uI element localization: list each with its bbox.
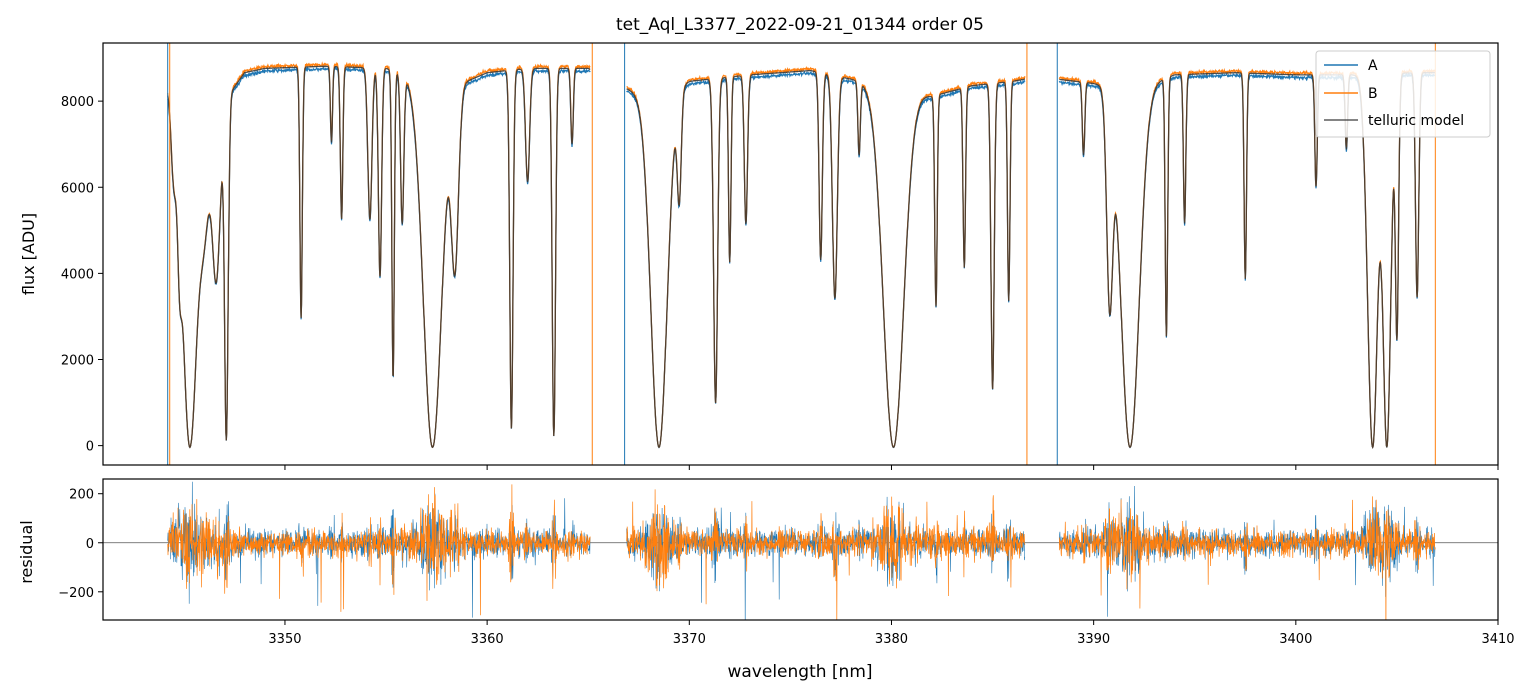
residual-y-label: residual — [17, 520, 36, 583]
residual-b-line — [167, 484, 1436, 620]
residual-x-tick-label: 3400 — [1279, 632, 1312, 647]
residual-x-tick-label: 3380 — [875, 632, 908, 647]
residual-x-tick-label: 3410 — [1481, 632, 1514, 647]
residual-y-tick-label: 0 — [86, 537, 94, 552]
residual-x-tick-label: 3390 — [1077, 632, 1110, 647]
legend-label-a: A — [1368, 58, 1378, 74]
residual-x-ticks: 3350 3360 3370 3380 3390 3400 3410 — [268, 620, 1515, 647]
chart-title: tet_Aql_L3377_2022-09-21_01344 order 05 — [616, 15, 984, 35]
legend-label-b: B — [1368, 86, 1378, 102]
main-x-ticks — [284, 465, 1499, 470]
main-y-ticks: 0 2000 4000 6000 8000 — [61, 95, 103, 455]
residual-x-tick-label: 3370 — [673, 632, 706, 647]
x-axis-label: wavelength [nm] — [727, 662, 872, 682]
main-y-label: flux [ADU] — [19, 213, 38, 295]
main-y-tick-label: 8000 — [61, 95, 94, 110]
main-plot-area — [167, 43, 1436, 465]
legend-box — [1315, 50, 1491, 138]
residual-x-tick-label: 3350 — [268, 632, 301, 647]
residual-x-tick-label: 3360 — [471, 632, 504, 647]
residual-y-tick-label: 200 — [69, 488, 94, 503]
residual-y-ticks: −200 0 200 — [58, 488, 103, 601]
main-panel: 0 2000 4000 6000 8000 flux [ADU] A B telluri… — [19, 42, 1499, 470]
main-y-tick-label: 2000 — [61, 354, 94, 369]
main-y-tick-label: 6000 — [61, 181, 94, 196]
legend-label-telluric: telluric model — [1368, 113, 1464, 129]
residual-axes-frame — [102, 478, 1499, 621]
residual-plot-area — [103, 481, 1498, 620]
main-y-tick-label: 4000 — [61, 267, 94, 282]
residual-panel: −200 0 200 3350 3360 3370 3380 3390 3400 3410 re… — [17, 478, 1515, 682]
residual-y-tick-label: −200 — [58, 586, 94, 601]
legend: A B telluric model — [1315, 50, 1491, 138]
main-y-tick-label: 0 — [86, 440, 94, 455]
main-axes-frame — [102, 42, 1499, 466]
telluric-model-line — [167, 65, 1436, 450]
